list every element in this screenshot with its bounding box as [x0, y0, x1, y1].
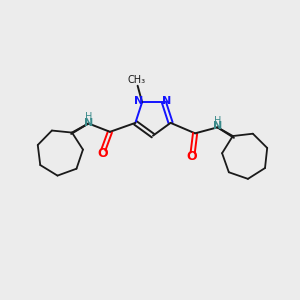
- Text: O: O: [187, 150, 197, 164]
- Text: O: O: [98, 147, 108, 161]
- Text: CH₃: CH₃: [127, 75, 145, 85]
- Text: N: N: [134, 96, 144, 106]
- Text: N: N: [162, 96, 172, 106]
- Text: H: H: [214, 116, 221, 126]
- Text: H: H: [85, 112, 92, 122]
- Text: N: N: [84, 118, 93, 128]
- Text: N: N: [213, 122, 222, 131]
